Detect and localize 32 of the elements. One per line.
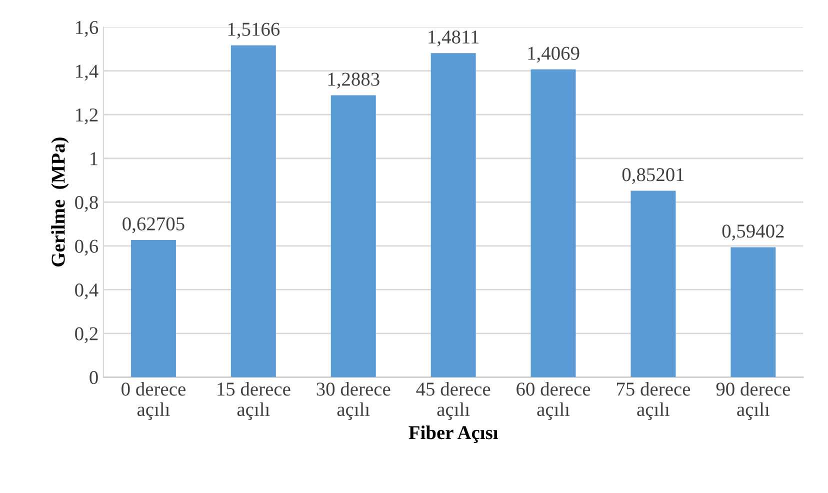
x-tick-label: 15 derece açılı [218,382,290,420]
data-label: 1,4069 [528,46,580,63]
y-axis-title: Gerilme (MPa) [51,138,69,266]
data-label: 1,4811 [428,30,479,46]
bar [130,240,176,378]
y-tick-label: 0,4 [75,283,98,300]
y-tick-label: 1 [90,152,98,166]
x-tick-label: 60 derece açılı [516,382,590,420]
bar [530,69,576,378]
data-label: 0,62705 [122,217,184,234]
x-tick-label: 0 derece açılı [122,382,186,420]
y-tick-label: 1,2 [76,108,98,124]
y-tick-label: 1,6 [76,20,98,37]
y-tick-label: 1,4 [76,64,98,81]
data-label: 1,2883 [328,72,380,89]
x-tick-label: 90 derece açılı [716,382,790,420]
y-tick-label: 0 [90,370,98,384]
x-tick-label: 75 derece açılı [617,382,690,420]
y-tick-label: 0,6 [75,240,98,256]
y-tick-label: 0,2 [75,327,98,344]
bar [230,45,276,378]
x-tick-label: 45 derece açılı [416,382,490,420]
bar [330,95,376,378]
bar [730,247,776,378]
x-tick-label: 30 derece açılı [316,382,390,420]
bar [630,190,676,378]
data-label: 0,85201 [622,168,684,184]
data-label: 1,5166 [228,22,280,39]
y-tick-label: 0,8 [75,196,98,212]
data-label: 0,59402 [722,224,784,240]
x-axis-title: Fiber Açısı [408,426,498,444]
bar [430,53,476,378]
